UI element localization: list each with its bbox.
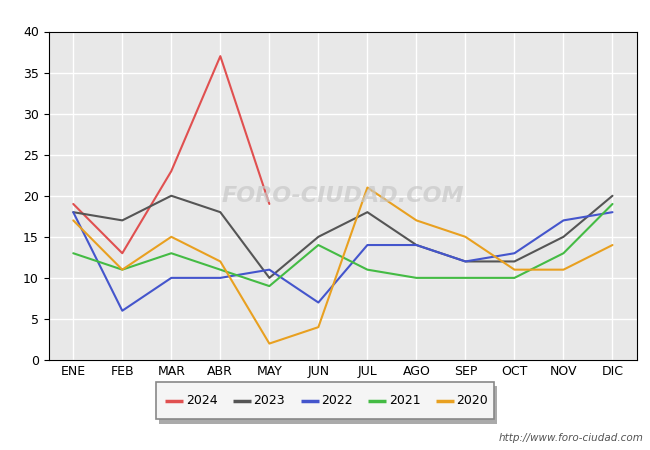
Text: 2024: 2024 bbox=[186, 394, 218, 407]
FancyBboxPatch shape bbox=[159, 386, 497, 424]
Text: 2020: 2020 bbox=[456, 394, 488, 407]
Text: Matriculaciones de Vehiculos en Arico: Matriculaciones de Vehiculos en Arico bbox=[168, 7, 482, 25]
Text: FORO-CIUDAD.COM: FORO-CIUDAD.COM bbox=[222, 186, 464, 206]
Text: 2021: 2021 bbox=[389, 394, 421, 407]
Text: http://www.foro-ciudad.com: http://www.foro-ciudad.com bbox=[499, 433, 644, 443]
Text: 2023: 2023 bbox=[254, 394, 285, 407]
Text: 2022: 2022 bbox=[321, 394, 353, 407]
FancyBboxPatch shape bbox=[156, 382, 494, 419]
